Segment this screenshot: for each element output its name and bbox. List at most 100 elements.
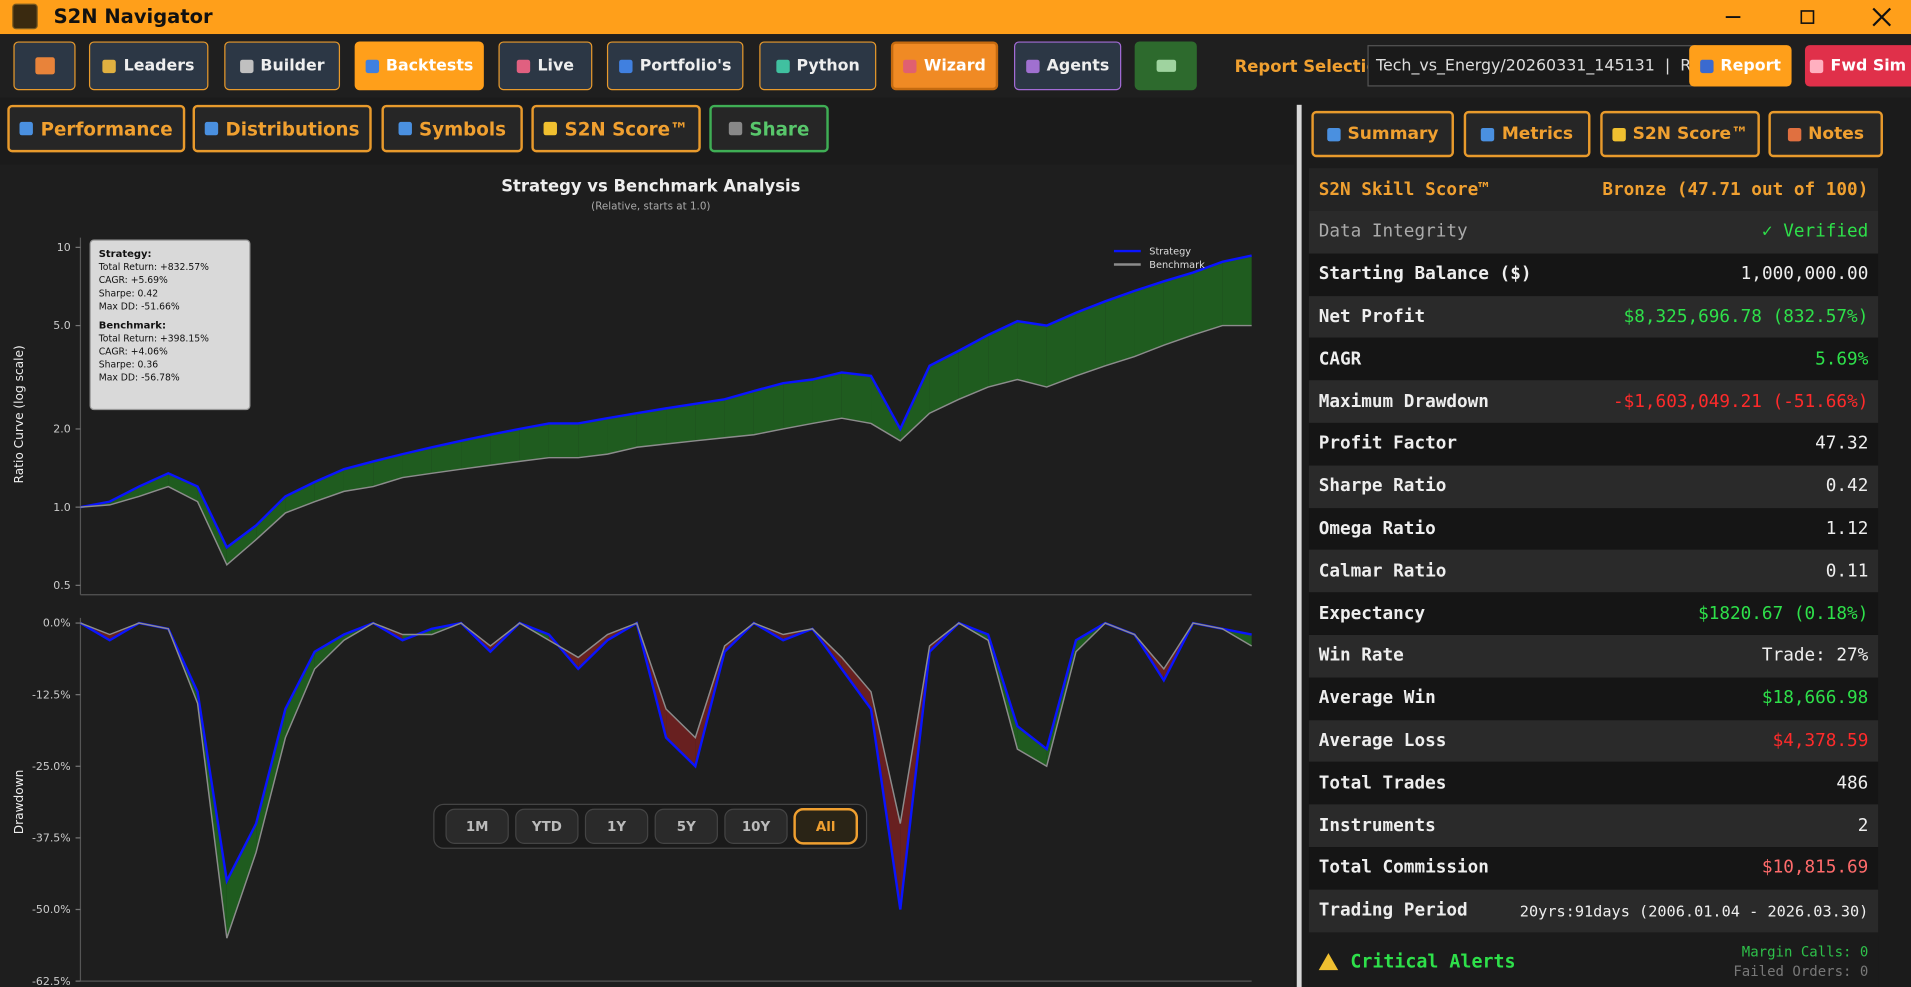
range-button[interactable] bbox=[654, 808, 718, 844]
calculator-button[interactable] bbox=[1134, 41, 1197, 91]
right-tab[interactable]: S2N Score™ bbox=[1600, 110, 1760, 158]
window-controls[interactable] bbox=[1706, 0, 1911, 34]
app-icon bbox=[12, 3, 38, 30]
stats-heading: Strategy: bbox=[99, 249, 152, 260]
metric-row: Omega Ratio 1.12 bbox=[1308, 507, 1879, 551]
range-label: YTD bbox=[531, 820, 562, 835]
spread-fill bbox=[548, 423, 579, 458]
warning-icon bbox=[1318, 953, 1339, 971]
stats-line: Sharpe: 0.36 bbox=[99, 360, 159, 371]
metric-row: Net Profit $8,325,696.78 (832.57%) bbox=[1308, 295, 1879, 339]
toolbar-button[interactable]: Agents bbox=[1014, 41, 1122, 91]
button-label: Portfolio's bbox=[639, 56, 732, 75]
metric-label: Instruments bbox=[1318, 816, 1436, 836]
stats-line: Max DD: -51.66% bbox=[99, 301, 180, 312]
y-axis-label: Drawdown bbox=[12, 770, 26, 835]
metric-value: $4,378.59 bbox=[1772, 731, 1869, 751]
metric-value: -$1,603,049.21 (-51.66%) bbox=[1612, 391, 1869, 412]
metric-label: Maximum Drawdown bbox=[1318, 391, 1489, 412]
tab-label: Symbols bbox=[419, 117, 506, 140]
y-tick-label: -25.0% bbox=[32, 760, 71, 773]
spread-fill bbox=[256, 708, 286, 853]
spread-fill bbox=[841, 657, 872, 709]
range-button[interactable] bbox=[793, 808, 858, 845]
alerts-items: Margin Calls: 0 Failed Orders: 0 bbox=[1733, 942, 1868, 981]
tab-icon bbox=[1326, 127, 1341, 141]
range-label: All bbox=[816, 820, 836, 835]
metric-row: Trading Period 20yrs:91days (2006.01.04 -… bbox=[1308, 889, 1879, 932]
spread-fill bbox=[958, 334, 989, 400]
alerts-title: Critical Alerts bbox=[1350, 950, 1516, 973]
toolbar-button[interactable]: Builder bbox=[224, 41, 341, 91]
stats-line: CAGR: +4.06% bbox=[99, 347, 168, 358]
tab-label: Notes bbox=[1808, 124, 1864, 144]
spread-fill bbox=[373, 454, 403, 487]
chart-title: Strategy vs Benchmark Analysis bbox=[501, 176, 800, 195]
tab[interactable]: S2N Score™ bbox=[531, 104, 701, 153]
toolbar-button[interactable]: Live bbox=[498, 41, 593, 91]
spread-fill bbox=[285, 651, 315, 738]
spread-fill bbox=[607, 413, 637, 455]
spread-fill bbox=[812, 372, 842, 424]
spread-fill bbox=[197, 486, 227, 565]
toolbar-button[interactable]: Backtests bbox=[354, 41, 484, 91]
right-tab[interactable]: Summary bbox=[1311, 110, 1454, 158]
y-tick-label: 10 bbox=[57, 241, 71, 254]
stats-line: Sharpe: 0.42 bbox=[99, 288, 158, 299]
spread-fill bbox=[929, 350, 959, 414]
y-tick-label: -12.5% bbox=[32, 688, 71, 701]
spread-fill bbox=[256, 496, 286, 540]
metric-value: 1,000,000.00 bbox=[1740, 264, 1869, 285]
tab[interactable]: Performance bbox=[7, 104, 186, 153]
button-label: Python bbox=[796, 56, 860, 75]
tab[interactable]: Share bbox=[709, 104, 829, 153]
report-button-label: Report bbox=[1720, 56, 1782, 75]
metric-row: Win Rate Trade: 27% bbox=[1308, 634, 1879, 678]
range-button[interactable] bbox=[445, 808, 509, 844]
button-label: Builder bbox=[260, 56, 325, 75]
range-label: 1Y bbox=[607, 820, 626, 835]
spread-fill bbox=[490, 428, 520, 466]
range-button[interactable] bbox=[584, 808, 649, 844]
y-axis-label: Ratio Curve (log scale) bbox=[12, 345, 26, 483]
tab-label: Performance bbox=[40, 117, 173, 140]
metric-label: Starting Balance ($) bbox=[1318, 264, 1532, 285]
metric-label: Profit Factor bbox=[1318, 434, 1458, 454]
tab[interactable]: Distributions bbox=[192, 104, 372, 153]
home-button[interactable] bbox=[13, 41, 76, 91]
report-select[interactable]: Tech_vs_Energy/20260331_145131 | Return:… bbox=[1367, 45, 1697, 87]
metric-label: Sharpe Ratio bbox=[1318, 476, 1447, 497]
stats-box bbox=[89, 239, 251, 411]
spread-fill bbox=[519, 423, 549, 462]
tab-icon bbox=[19, 121, 34, 136]
spread-fill bbox=[1075, 301, 1106, 376]
stats-line: Total Return: +832.57% bbox=[98, 262, 209, 273]
series-line bbox=[80, 254, 1252, 550]
stats-line: Total Return: +398.15% bbox=[98, 333, 209, 344]
y-tick-label: 0.0% bbox=[43, 617, 71, 630]
spread-fill bbox=[1134, 281, 1164, 357]
right-tab[interactable]: Notes bbox=[1768, 110, 1883, 158]
metric-label: Average Loss bbox=[1318, 731, 1447, 751]
series-line bbox=[80, 324, 1252, 566]
metric-label: CAGR bbox=[1318, 349, 1362, 370]
right-tab[interactable]: Metrics bbox=[1463, 110, 1591, 158]
spread-fill bbox=[226, 823, 257, 939]
metric-value: 486 bbox=[1836, 773, 1869, 794]
range-button[interactable] bbox=[515, 808, 579, 844]
button-icon bbox=[1025, 59, 1040, 73]
spread-fill bbox=[1046, 312, 1076, 388]
fwd-sim-button[interactable]: Fwd Sim bbox=[1804, 45, 1911, 87]
toolbar-button[interactable]: Leaders bbox=[88, 41, 209, 91]
spread-fill bbox=[343, 461, 374, 492]
tab[interactable]: Symbols bbox=[381, 104, 523, 153]
range-button[interactable] bbox=[724, 808, 788, 844]
tab-icon bbox=[398, 121, 412, 136]
stats-line: CAGR: +5.69% bbox=[99, 275, 168, 286]
toolbar-button[interactable]: Portfolio's bbox=[606, 41, 744, 91]
toolbar-button[interactable]: Python bbox=[759, 41, 877, 91]
toolbar-button[interactable]: Wizard bbox=[890, 41, 999, 91]
report-button[interactable]: Report bbox=[1689, 45, 1792, 87]
metric-row: Total Commission $10,815.69 bbox=[1308, 847, 1879, 890]
